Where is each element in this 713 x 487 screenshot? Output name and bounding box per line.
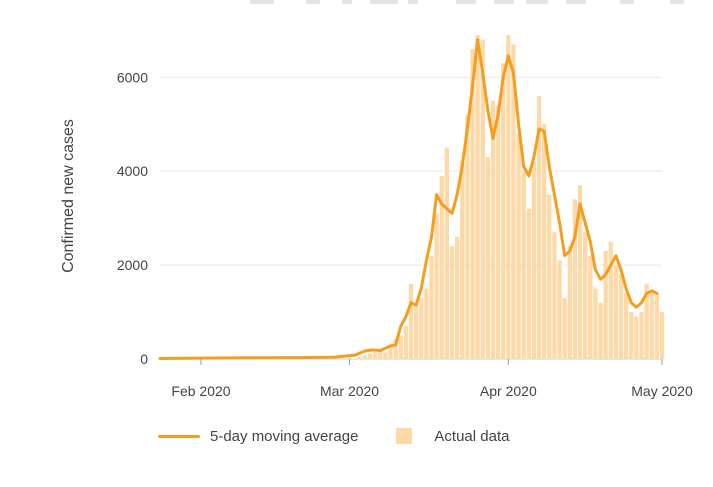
bar (613, 265, 619, 359)
bar (547, 194, 552, 359)
bar (634, 316, 639, 359)
bar (362, 355, 368, 359)
x-tick-label: Mar 2020 (320, 383, 379, 399)
y-axis-label: Confirmed new cases (60, 119, 77, 273)
bar (419, 297, 424, 359)
lasso-icon[interactable] (408, 0, 418, 4)
moving-average-line (158, 38, 659, 360)
bar (470, 49, 475, 360)
hover-compare-icon[interactable] (670, 0, 684, 4)
line-series (158, 38, 659, 360)
bar (511, 44, 516, 360)
bar (378, 350, 383, 359)
bar (557, 260, 562, 359)
x-axis-ticks: Feb 2020 Mar 2020 Apr 2020 May 2020 (171, 359, 693, 399)
zoom-out-icon[interactable] (494, 0, 514, 4)
bar (393, 339, 398, 359)
chart-toolbar[interactable] (250, 0, 690, 6)
y-tick-label: 0 (140, 351, 148, 367)
bar (495, 105, 501, 359)
bar (465, 114, 470, 360)
bar (501, 63, 506, 359)
bar (429, 255, 434, 359)
bar (521, 171, 526, 359)
legend-bar-label: Actual data (434, 427, 510, 445)
bar (654, 293, 660, 359)
bar-series (357, 35, 665, 360)
bar (516, 133, 521, 359)
bar (552, 232, 557, 359)
zoom-icon[interactable] (306, 0, 320, 4)
bar (413, 302, 419, 359)
bar (444, 147, 450, 359)
bar (490, 100, 496, 359)
bar (542, 124, 547, 359)
hover-closest-icon[interactable] (620, 0, 634, 4)
bar (603, 251, 608, 359)
bar (439, 175, 444, 359)
bar (475, 35, 480, 359)
bar (629, 312, 634, 359)
legend: 5-day moving average Actual data (158, 424, 509, 448)
bar (567, 246, 572, 359)
bar (480, 39, 485, 360)
bar (357, 357, 362, 359)
bar (460, 161, 465, 359)
x-tick-label: Apr 2020 (480, 383, 537, 399)
bar (485, 157, 490, 359)
bar (506, 35, 511, 359)
bar (449, 246, 455, 359)
bar (618, 274, 624, 359)
x-tick-label: May 2020 (631, 383, 693, 399)
bar (659, 312, 665, 359)
bar (403, 326, 409, 359)
bar (608, 241, 613, 359)
bar (593, 288, 598, 359)
bar (398, 335, 403, 359)
bar (383, 352, 388, 359)
bar (598, 302, 603, 359)
bar (623, 293, 629, 359)
y-tick-label: 6000 (117, 69, 148, 85)
bar (577, 185, 583, 359)
bar (536, 96, 542, 359)
box-select-icon[interactable] (370, 0, 398, 4)
pan-icon[interactable] (342, 0, 352, 4)
bar (454, 236, 460, 359)
bar (649, 293, 654, 359)
bar (367, 353, 373, 359)
bar (531, 161, 537, 359)
bar (408, 283, 414, 359)
legend-line-swatch (158, 434, 200, 438)
bar (526, 208, 531, 359)
bar (562, 297, 567, 359)
autoscale-icon[interactable] (526, 0, 548, 4)
bar (644, 283, 649, 359)
reset-axes-icon[interactable] (566, 0, 586, 4)
bar (372, 351, 378, 359)
bar (588, 255, 593, 359)
bar (424, 288, 429, 359)
bar (583, 232, 588, 359)
zoom-in-icon[interactable] (456, 0, 476, 4)
download-icon[interactable] (250, 0, 274, 4)
bar (388, 345, 393, 359)
y-tick-label: 2000 (117, 257, 148, 273)
bar (434, 213, 439, 359)
bar (639, 312, 644, 359)
y-tick-label: 4000 (117, 163, 148, 179)
legend-line-label: 5-day moving average (210, 427, 359, 445)
legend-bar-swatch (396, 428, 413, 444)
y-axis-ticks: 0 2000 4000 6000 (117, 69, 148, 367)
bar (572, 199, 578, 359)
x-tick-label: Feb 2020 (171, 383, 230, 399)
